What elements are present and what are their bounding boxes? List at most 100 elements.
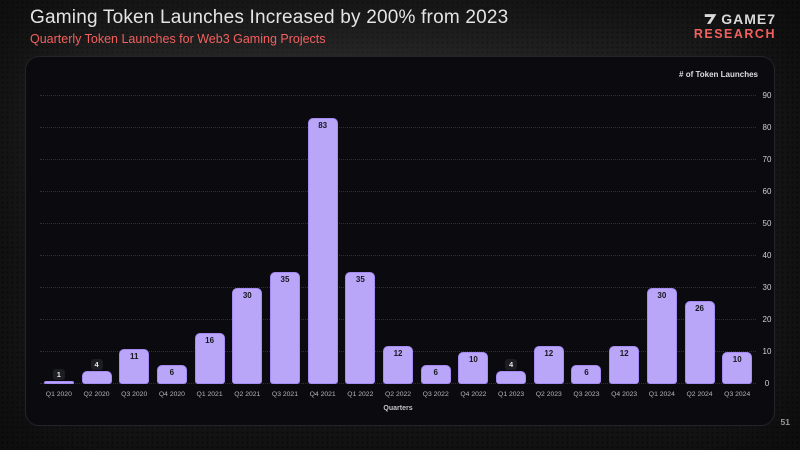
bar: 35 — [269, 272, 300, 384]
bar-value-label: 30 — [242, 291, 252, 300]
bar-value-label: 11 — [129, 351, 139, 361]
bar-value-label: 4 — [90, 359, 103, 371]
bar: 4 — [496, 359, 527, 384]
bar: 10 — [722, 352, 753, 384]
bar: 6 — [420, 364, 451, 384]
bar-slot: 1 — [40, 96, 78, 384]
bar-value-label: 1 — [52, 368, 65, 380]
x-tick-label: Q4 2023 — [611, 391, 638, 398]
bar: 11 — [119, 348, 150, 384]
page-title: Gaming Token Launches Increased by 200% … — [30, 7, 509, 28]
bar-value-label: 6 — [584, 367, 589, 377]
bar: 30 — [646, 288, 677, 384]
bar-slot: 10 — [455, 96, 493, 384]
y-tick-label: 80 — [762, 123, 772, 132]
game7-seven-icon — [704, 13, 717, 25]
x-tick-label: Q3 2022 — [422, 391, 449, 398]
page-subtitle: Quarterly Token Launches for Web3 Gaming… — [30, 32, 326, 46]
gridline — [40, 159, 756, 160]
logo-brand-text: GAME7 — [721, 11, 776, 27]
y-tick-label: 10 — [762, 347, 772, 356]
gridline — [40, 255, 756, 256]
x-axis-title: Quarters — [383, 405, 413, 412]
gridline — [40, 287, 756, 288]
x-tick-label: Q3 2023 — [573, 391, 600, 398]
x-tick-label: Q3 2024 — [724, 391, 751, 398]
x-tick-label: Q1 2022 — [347, 391, 374, 398]
bar-value-label: 6 — [169, 367, 175, 377]
bar: 16 — [194, 332, 225, 384]
bar-slot: 6 — [568, 96, 606, 384]
x-tick-label: Q1 2024 — [648, 391, 675, 398]
bar-slot: 6 — [417, 96, 455, 384]
y-axis-labels: 0 10 20 30 40 50 60 70 80 90 — [756, 91, 778, 388]
y-tick-label: 20 — [762, 315, 772, 324]
x-tick-label: Q1 2020 — [45, 391, 72, 398]
title-block: Gaming Token Launches Increased by 200% … — [30, 7, 508, 46]
y-tick-label: 0 — [764, 379, 770, 388]
y-tick-label: 70 — [762, 155, 772, 164]
page-number: 51 — [780, 417, 790, 427]
bar-slot: 35 — [342, 96, 380, 384]
bar-value-label: 12 — [393, 348, 403, 358]
bar: 26 — [684, 300, 715, 384]
bar-value-label: 35 — [280, 275, 290, 284]
bar-slot: 12 — [605, 96, 643, 384]
x-tick-label: Q2 2023 — [535, 391, 562, 398]
bar: 12 — [533, 345, 564, 384]
logo-top-row: GAME7 — [694, 11, 776, 27]
x-tick-label: Q4 2021 — [309, 391, 336, 398]
x-tick-label: Q2 2020 — [83, 391, 110, 398]
gridline — [40, 191, 756, 192]
gridline — [40, 127, 756, 128]
bar-value-label: 83 — [318, 121, 328, 131]
x-tick-label: Q4 2020 — [158, 391, 185, 398]
bar-slot: 30 — [643, 96, 681, 384]
bar: 12 — [609, 345, 640, 384]
x-tick-label: Q2 2021 — [234, 391, 261, 398]
chart-panel: # of Token Launches 1 4 11 6 16 30 35 83 35 12 6 10… — [25, 56, 775, 426]
gridline — [40, 95, 756, 96]
x-tick-label: Q2 2022 — [384, 391, 412, 398]
x-tick-label: Q2 2024 — [686, 391, 713, 398]
bar-value-label: 10 — [468, 355, 478, 364]
x-axis-labels: Q1 2020 Q2 2020 Q3 2020 Q4 2020 Q1 2021 Q2 20… — [40, 391, 756, 398]
bar: 6 — [571, 364, 602, 384]
x-tick-label: Q1 2023 — [498, 391, 525, 398]
bar-series: 1 4 11 6 16 30 35 83 35 12 6 10 4 12 6 12 30 26 10 — [40, 96, 756, 384]
y-axis-title: # of Token Launches — [679, 70, 758, 79]
gridline — [40, 319, 756, 320]
bar: 10 — [458, 352, 489, 384]
bar: 35 — [345, 272, 376, 384]
bar-value-label: 12 — [619, 348, 629, 358]
bar-slot: 26 — [681, 96, 719, 384]
bar: 12 — [383, 345, 414, 384]
bar-value-label: 12 — [544, 348, 554, 358]
bar-slot: 11 — [115, 96, 153, 384]
y-tick-label: 90 — [762, 91, 772, 100]
bar-slot: 12 — [530, 96, 568, 384]
bar: 30 — [232, 288, 263, 384]
bar-slot: 4 — [78, 96, 116, 384]
bar: 6 — [156, 364, 187, 384]
bar-value-label: 30 — [657, 291, 667, 300]
bar-slot: 30 — [228, 96, 266, 384]
slide-header: Gaming Token Launches Increased by 200% … — [30, 7, 776, 46]
bar-slot: 10 — [718, 96, 756, 384]
y-tick-label: 30 — [762, 283, 772, 292]
y-tick-label: 60 — [762, 187, 772, 196]
game7-research-logo: GAME7 RESEARCH — [694, 11, 776, 41]
y-tick-label: 40 — [762, 251, 772, 260]
bar-slot: 16 — [191, 96, 229, 384]
bar-value-label: 16 — [205, 335, 215, 345]
bar-slot: 83 — [304, 96, 342, 384]
bar: 4 — [81, 359, 112, 384]
logo-division-text: RESEARCH — [693, 27, 776, 41]
x-tick-label: Q4 2022 — [460, 391, 487, 398]
bar: 83 — [307, 118, 338, 384]
bar-value-label: 10 — [732, 355, 742, 364]
x-tick-label: Q1 2021 — [196, 391, 223, 398]
bar: 1 — [43, 368, 74, 384]
bar-value-label: 26 — [695, 303, 704, 313]
